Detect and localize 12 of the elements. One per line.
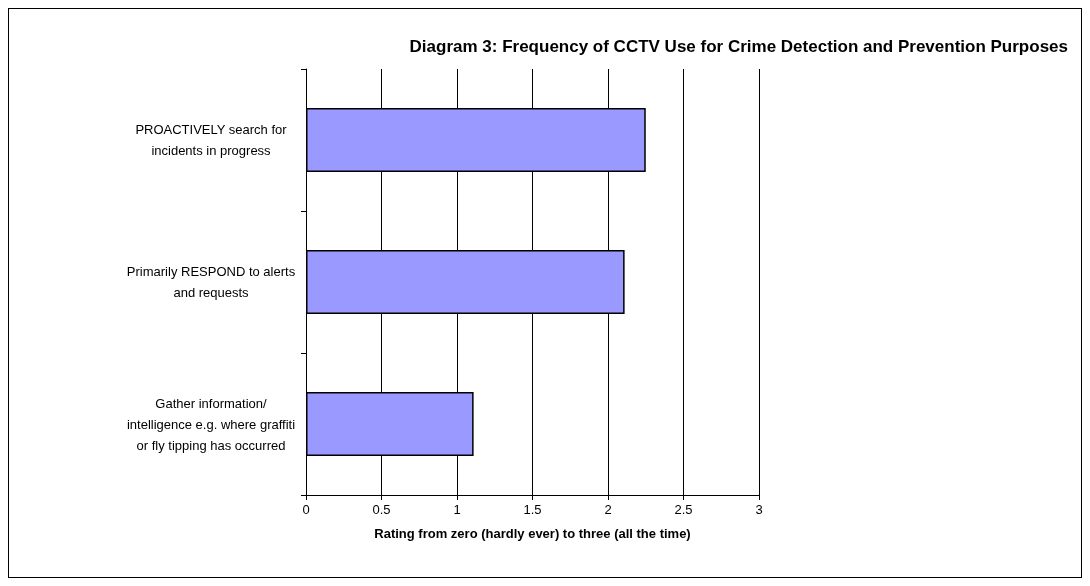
x-tick-label: 3 [755, 502, 763, 517]
chart-title: Diagram 3: Frequency of CCTV Use for Crime Detection and Prevention Purposes [409, 37, 1069, 56]
y-tick-label: Primarily RESPOND to alerts and requests [126, 264, 296, 300]
y-tick-label: Gather information/ intelligence e.g. where graffiti or fly tipping has occurred [126, 395, 296, 453]
x-tick-label: 0.5 [372, 502, 391, 517]
x-tick-label: 2.5 [674, 502, 693, 517]
x-axis-title: Rating from zero (hardly ever) to three (all the time) [374, 526, 691, 541]
x-tick-label: 0 [302, 502, 310, 517]
x-tick-label: 1.5 [523, 502, 542, 517]
y-tick-label: PROACTIVELY search for incidents in progress [135, 122, 288, 158]
x-tick-label: 2 [604, 502, 612, 517]
x-tick-label: 1 [453, 502, 461, 517]
